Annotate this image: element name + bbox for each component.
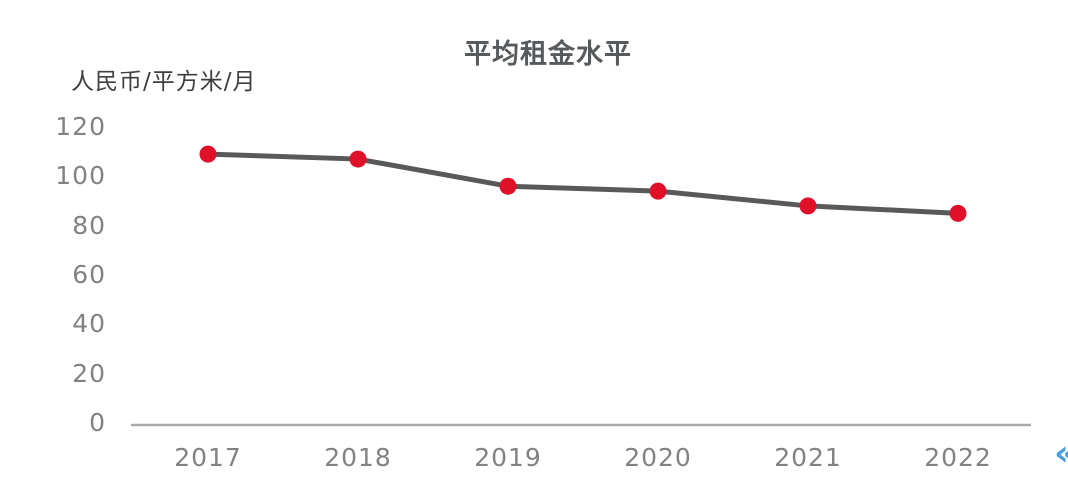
y-tick-label-60: 60 [72,259,106,289]
data-point-2021 [799,197,817,215]
y-axis-unit-label: 人民币/平方米/月 [71,69,257,95]
x-tick-label-2018: 2018 [324,443,392,472]
prev-slide-arrow-icon[interactable]: « [1054,436,1068,472]
data-point-2017 [199,145,217,163]
y-tick-label-80: 80 [72,210,106,240]
y-tick-label-0: 0 [89,408,106,437]
data-point-2018 [349,150,367,168]
chart-title: 平均租金水平 [464,39,632,70]
y-tick-label-40: 40 [72,309,106,339]
x-tick-label-2021: 2021 [774,443,842,472]
rent-line-series [205,151,961,216]
x-tick-label-2019: 2019 [474,443,542,472]
x-tick-label-2022: 2022 [924,443,992,472]
x-tick-label-2020: 2020 [624,443,692,472]
data-point-2019 [499,177,517,195]
data-point-2020 [649,182,667,200]
x-tick-label-2017: 2017 [174,443,242,472]
y-tick-label-20: 20 [72,358,106,388]
data-point-2022 [949,204,967,222]
y-tick-label-120: 120 [55,111,106,141]
y-tick-label-100: 100 [55,161,106,191]
